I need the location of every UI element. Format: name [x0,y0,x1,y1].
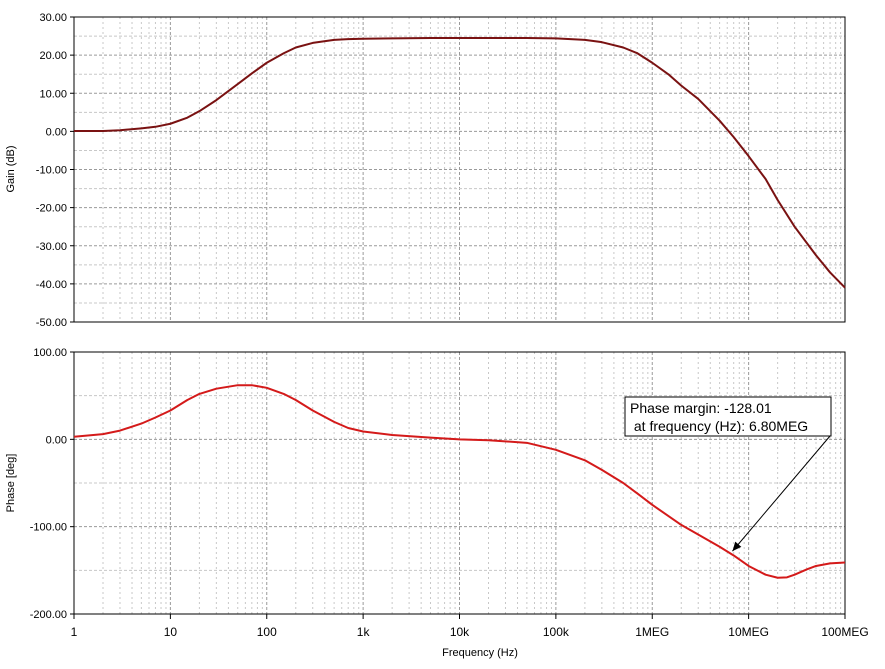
phase-grid [74,352,845,614]
phase-y-axis-title: Phase [deg] [5,454,17,513]
gain-y-tick-labels: 30.00 20.00 10.00 0.00 -10.00 -20.00 -30.00 -40… [36,12,74,329]
gain-panel: 30.00 20.00 10.00 0.00 -10.00 -20.00 -30.00 -40… [5,12,846,329]
annotation-arrow-head [732,541,742,552]
phase-y-tick-label: -100.00 [30,522,67,534]
gain-y-axis-title: Gain (dB) [5,145,17,192]
x-tick-label: 1k [357,625,371,639]
x-axis-title: Frequency (Hz) [442,647,518,659]
x-tick-label: 10k [450,625,470,639]
annotation-box [624,396,832,437]
x-tick-label: 100k [543,625,570,639]
gain-y-tick-label: -20.00 [36,203,67,215]
gain-y-tick-label: 20.00 [39,50,67,62]
annotation-line-2: at frequency (Hz): 6.80MEG [630,418,808,434]
annotation-line-1: Phase margin: -128.01 [630,400,772,416]
gain-grid [74,17,845,322]
gain-y-tick-label: 30.00 [39,12,67,24]
x-tick-label: 1MEG [635,625,669,639]
phase-margin-annotation: Phase margin: -128.01 at frequency (Hz):… [624,396,832,552]
phase-y-tick-label: 100.00 [33,347,67,359]
x-tick-label: 10MEG [728,625,769,639]
x-tick-label: 1 [71,625,78,639]
x-tick-label: 100 [257,625,277,639]
gain-y-tick-label: -30.00 [36,241,67,253]
annotation-arrow [732,435,831,552]
x-tick-label: 100MEG [821,625,868,639]
frequency-x-tick-labels: 1 10 100 1k 10k 100k 1MEG 10MEG 100MEG [71,614,869,639]
phase-curve [73,384,846,579]
phase-y-tick-labels: 100.00 0.00 -100.00 -200.00 [30,347,74,621]
gain-y-tick-label: -50.00 [36,317,67,329]
phase-y-tick-label: -200.00 [30,609,67,621]
phase-y-tick-label: 0.00 [46,434,67,446]
gain-y-tick-label: -10.00 [36,165,67,177]
phase-panel: 100.00 0.00 -100.00 -200.00 1 10 100 1k 10k 100k… [5,347,869,659]
gain-curve [74,36,846,289]
x-tick-label: 10 [164,625,178,639]
gain-y-tick-label: 0.00 [46,126,67,138]
gain-y-tick-label: 10.00 [39,88,67,100]
gain-y-tick-label: -40.00 [36,279,67,291]
